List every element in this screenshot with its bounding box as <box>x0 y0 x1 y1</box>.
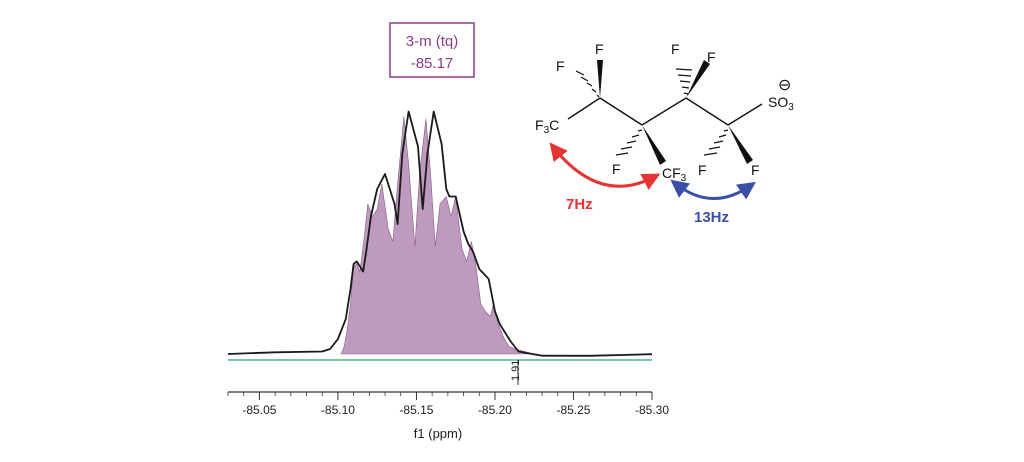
so3-so: SO <box>768 94 788 110</box>
f3c-sub: 3 <box>544 125 550 136</box>
so3-sub: 3 <box>788 102 794 113</box>
experimental-spectrum-line <box>227 110 653 357</box>
coupling-arrow-13hz <box>670 179 756 200</box>
cf3-sub: 3 <box>681 173 687 184</box>
hashed-bond <box>575 70 600 98</box>
coupling-label-7hz: 7Hz <box>566 196 593 213</box>
bond <box>727 103 763 126</box>
bond <box>685 97 729 126</box>
cf3-cf: CF <box>662 165 681 181</box>
hashed-bond <box>675 68 693 95</box>
peak-shift-label: -85.17 <box>411 55 454 72</box>
bond <box>599 97 643 126</box>
atom-label-f: F <box>612 161 621 177</box>
molecule-structure <box>567 60 763 165</box>
spectrum-plot: 1.91 -85.05 -85.10 -85.15 -85.20 -85.25 -85.3… <box>227 22 669 441</box>
x-axis-tick-label: -85.25 <box>556 403 590 417</box>
hashed-bond <box>615 129 643 156</box>
bond <box>641 97 687 126</box>
atom-label-f: F <box>671 41 680 57</box>
negative-charge-symbol: ⊖ <box>778 77 791 94</box>
f3c-c: C <box>549 117 559 133</box>
peak-annotation-box <box>389 22 475 78</box>
wedge-bond <box>597 60 603 98</box>
peak-multiplicity-label: 3-m (tq) <box>406 33 459 50</box>
x-axis-label: f1 (ppm) <box>414 426 462 441</box>
simulated-spectrum-fill <box>340 116 538 355</box>
hashed-bond <box>703 129 729 156</box>
atom-label-f: F <box>698 162 707 178</box>
x-axis-tick-label: -85.20 <box>478 403 512 417</box>
x-axis-tick-label: -85.05 <box>242 403 276 417</box>
atom-label-f: F <box>595 41 604 57</box>
x-axis-tick-label: -85.30 <box>635 403 669 417</box>
x-axis-tick-label: -85.10 <box>321 403 355 417</box>
coupling-arrow-7hz <box>549 142 661 190</box>
f3c-f: F <box>535 117 544 133</box>
atom-label-f: F <box>556 58 565 74</box>
atom-labels: F F F F F F F F3C CF3 SO3 ⊖ <box>535 41 794 184</box>
coupling-label-13hz: 13Hz <box>694 209 729 226</box>
atom-label-f3c: F3C <box>535 117 559 136</box>
atom-label-f: F <box>707 49 716 65</box>
wedge-bond <box>642 125 666 165</box>
atom-label-so3: SO3 <box>768 94 794 113</box>
atom-label-f: F <box>751 162 760 178</box>
x-axis-tick-label: -85.15 <box>399 403 433 417</box>
integral-value: 1.91 <box>510 360 522 381</box>
atom-label-cf3: CF3 <box>662 165 687 184</box>
x-axis-ticks: -85.05 -85.10 -85.15 -85.20 -85.25 -85.30 <box>227 392 669 417</box>
bond <box>567 97 601 120</box>
wedge-bond <box>686 60 710 98</box>
wedge-bond <box>728 125 753 164</box>
